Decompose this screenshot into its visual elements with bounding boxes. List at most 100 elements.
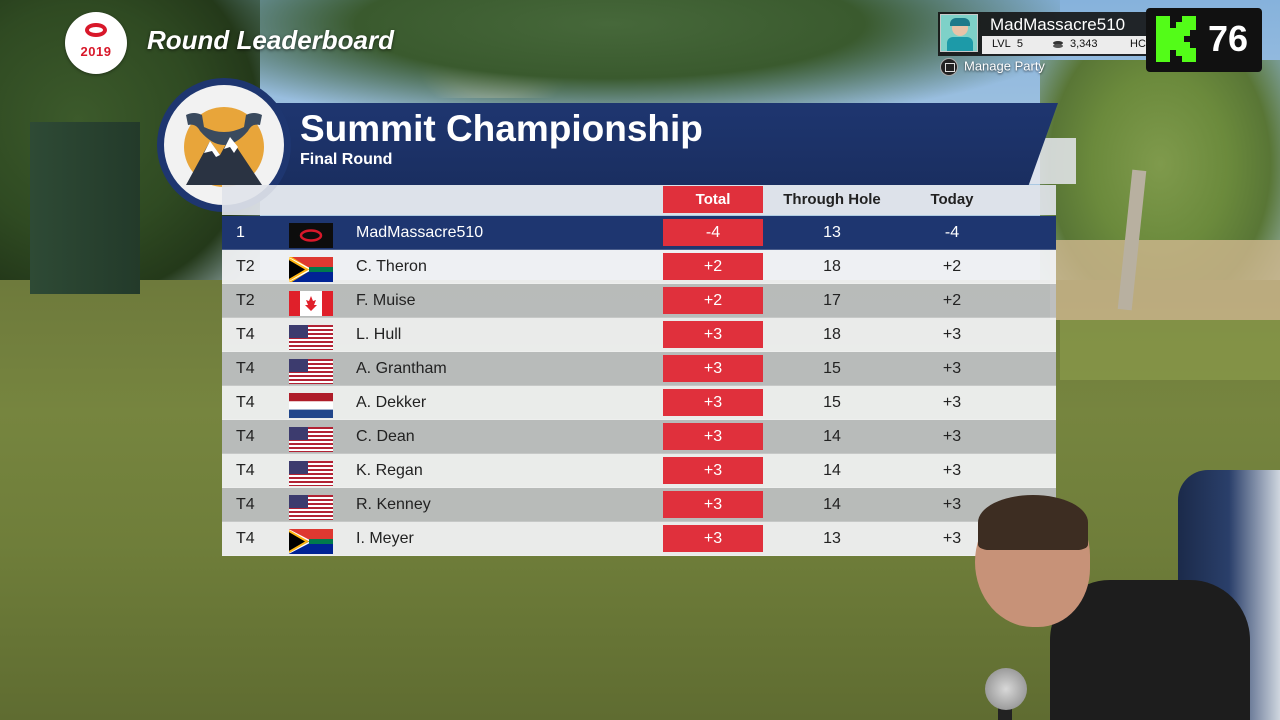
total-score: +3 bbox=[663, 355, 763, 382]
tournament-name: Summit Championship bbox=[300, 108, 703, 149]
player-name-cell: C. Dean bbox=[356, 428, 415, 445]
player-name-cell: MadMassacre510 bbox=[356, 224, 484, 241]
level-value: 5 bbox=[1016, 38, 1024, 50]
microphone-icon bbox=[985, 668, 1027, 710]
total-score: -4 bbox=[663, 219, 763, 246]
total-score: +2 bbox=[663, 287, 763, 314]
total-score: +3 bbox=[663, 321, 763, 348]
through-hole: 18 bbox=[823, 258, 841, 275]
table-row[interactable]: T4 A. Grantham +3 15 +3 bbox=[222, 352, 1056, 386]
through-hole: 13 bbox=[823, 530, 841, 547]
today-score: +3 bbox=[942, 360, 962, 377]
position: 1 bbox=[236, 224, 245, 241]
south-africa-flag-icon bbox=[289, 529, 333, 554]
today-score: +3 bbox=[942, 428, 962, 445]
position: T2 bbox=[236, 292, 255, 309]
through-hole: 14 bbox=[823, 496, 841, 513]
table-row[interactable]: T2 F. Muise +2 17 +2 bbox=[222, 284, 1056, 318]
column-header-through-hole[interactable]: Through Hole bbox=[783, 191, 881, 208]
player-name-cell: A. Grantham bbox=[356, 360, 447, 377]
table-row[interactable]: T2 C. Theron +2 18 +2 bbox=[222, 250, 1056, 284]
position: T4 bbox=[236, 428, 255, 445]
manage-party-label: Manage Party bbox=[964, 58, 1045, 74]
through-hole: 14 bbox=[823, 428, 841, 445]
table-row[interactable]: T4 I. Meyer +3 13 +3 bbox=[222, 522, 1056, 556]
player-name: MadMassacre510 bbox=[990, 15, 1126, 34]
coins-icon bbox=[1053, 41, 1063, 48]
today-score: +3 bbox=[942, 394, 962, 411]
position: T4 bbox=[236, 496, 255, 513]
player-name-cell: K. Regan bbox=[356, 462, 423, 479]
through-hole: 15 bbox=[823, 360, 841, 377]
level-label: LVL bbox=[992, 38, 1011, 50]
coin-balance: 3,343 bbox=[1070, 38, 1098, 50]
player-card[interactable]: MadMassacre510 LVL 5 3,343 HC bbox=[938, 12, 1148, 56]
player-name-cell: L. Hull bbox=[356, 326, 402, 343]
manage-party-button[interactable]: Manage Party bbox=[940, 58, 1045, 78]
manage-party-icon bbox=[940, 58, 958, 76]
course-scoreboard-structure bbox=[30, 122, 140, 294]
table-row[interactable]: T4 K. Regan +3 14 +3 bbox=[222, 454, 1056, 488]
avatar-body bbox=[947, 37, 973, 51]
avatar bbox=[940, 14, 978, 52]
leaderboard-header bbox=[222, 103, 1058, 185]
player-name-cell: I. Meyer bbox=[356, 530, 414, 547]
total-score: +3 bbox=[663, 423, 763, 450]
logo-year: 2019 bbox=[80, 44, 112, 59]
column-header-bar bbox=[222, 185, 1056, 215]
today-score: +3 bbox=[942, 496, 962, 513]
through-hole: 14 bbox=[823, 462, 841, 479]
table-row[interactable]: T4 L. Hull +3 18 +3 bbox=[222, 318, 1056, 352]
column-header-today[interactable]: Today bbox=[930, 191, 974, 208]
player-name-cell: C. Theron bbox=[356, 258, 427, 275]
total-score: +3 bbox=[663, 389, 763, 416]
handicap-label: HC bbox=[1130, 38, 1146, 50]
through-hole: 17 bbox=[823, 292, 841, 309]
column-header-total[interactable]: Total bbox=[663, 186, 763, 213]
position: T4 bbox=[236, 360, 255, 377]
logo-ring-icon bbox=[85, 23, 107, 37]
player-logo-icon bbox=[289, 223, 333, 248]
today-score: +3 bbox=[942, 462, 962, 479]
tree-canopy bbox=[160, 0, 1060, 120]
usa-flag-icon bbox=[289, 495, 333, 520]
table-row[interactable]: T4 C. Dean +3 14 +3 bbox=[222, 420, 1056, 454]
total-score: +2 bbox=[663, 253, 763, 280]
kick-logo-icon bbox=[1156, 16, 1196, 62]
usa-flag-icon bbox=[289, 359, 333, 384]
player-level: LVL 5 bbox=[992, 38, 1023, 50]
usa-flag-icon bbox=[289, 427, 333, 452]
today-score: +2 bbox=[942, 258, 962, 275]
player-name-cell: A. Dekker bbox=[356, 394, 427, 411]
south-africa-flag-icon bbox=[289, 257, 333, 282]
usa-flag-icon bbox=[289, 461, 333, 486]
today-score: +3 bbox=[942, 530, 962, 547]
canada-flag-icon bbox=[289, 291, 333, 316]
screen-title: Round Leaderboard bbox=[147, 25, 395, 55]
dirt-path bbox=[1050, 240, 1280, 320]
today-score: +3 bbox=[942, 326, 962, 343]
player-name-cell: R. Kenney bbox=[356, 496, 431, 513]
streamer-body bbox=[1050, 580, 1250, 720]
through-hole: 18 bbox=[823, 326, 841, 343]
viewer-count: 76 bbox=[1208, 18, 1249, 59]
stream-viewer-badge: 76 bbox=[1146, 8, 1262, 72]
leaderboard-rows: 1 MadMassacre510 -4 13 -4 T2 C. Theron +… bbox=[222, 216, 1056, 556]
position: T4 bbox=[236, 530, 255, 547]
netherlands-flag-icon bbox=[289, 393, 333, 418]
position: T4 bbox=[236, 462, 255, 479]
usa-flag-icon bbox=[289, 325, 333, 350]
avatar-cap bbox=[950, 18, 970, 26]
total-score: +3 bbox=[663, 491, 763, 518]
round-name: Final Round bbox=[300, 151, 393, 168]
player-name-cell: F. Muise bbox=[356, 292, 416, 309]
table-row[interactable]: 1 MadMassacre510 -4 13 -4 bbox=[222, 216, 1056, 250]
trophy-mountain-icon bbox=[184, 107, 264, 187]
position: T2 bbox=[236, 258, 255, 275]
total-score: +3 bbox=[663, 457, 763, 484]
total-score: +3 bbox=[663, 525, 763, 552]
table-row[interactable]: T4 A. Dekker +3 15 +3 bbox=[222, 386, 1056, 420]
game-logo: 2019 bbox=[65, 12, 127, 74]
player-stats-bar: LVL 5 3,343 HC bbox=[982, 36, 1148, 54]
table-row[interactable]: T4 R. Kenney +3 14 +3 bbox=[222, 488, 1056, 522]
